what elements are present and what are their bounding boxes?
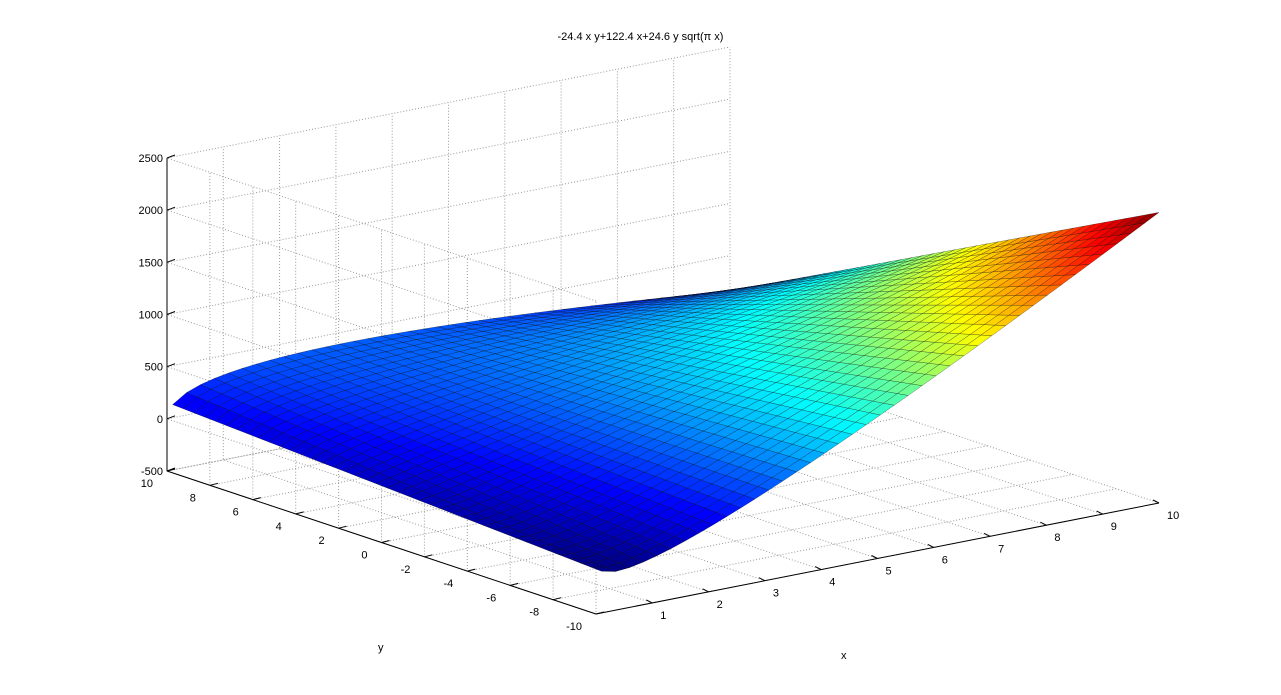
x-tick	[814, 566, 822, 571]
y-tick	[467, 568, 476, 572]
y-tick	[552, 597, 562, 601]
z-tick-label: -500	[141, 466, 163, 478]
x-tick-label: 5	[886, 566, 892, 578]
y-tick-label: 10	[141, 478, 153, 490]
z-tick-label: 2000	[139, 205, 163, 217]
x-tick-label: 7	[998, 543, 1004, 555]
y-tick-label: 4	[276, 521, 282, 533]
x-grid-line	[673, 58, 1103, 515]
x-grid-line	[616, 69, 1047, 526]
x-tick-label: 10	[1167, 510, 1179, 522]
z-tick-label: 500	[145, 362, 163, 374]
z-tick-label: 1000	[139, 310, 163, 322]
z-tick-label: 1500	[139, 257, 163, 269]
x-tick-label: 8	[1054, 532, 1060, 544]
y-tick-label: -6	[486, 592, 496, 604]
x-tick-label: 9	[1111, 521, 1117, 533]
surface	[172, 212, 1160, 572]
z-tick	[166, 415, 176, 420]
z-grid-line	[165, 98, 731, 354]
y-axis-label: y	[378, 642, 384, 654]
y-tick-label: 8	[190, 492, 196, 504]
x-tick-label: 1	[660, 610, 666, 622]
y-tick	[166, 468, 176, 472]
y-tick-label: 2	[318, 535, 324, 547]
x-tick	[1096, 510, 1103, 515]
z-tick-label: 0	[157, 414, 163, 426]
y-tick	[595, 611, 605, 615]
z-tick	[166, 363, 176, 368]
y-tick-label: 0	[361, 550, 367, 562]
x-tick-label: 4	[829, 577, 835, 589]
x-grid-line	[504, 91, 934, 548]
x-tick-label: 3	[773, 588, 779, 600]
x-tick	[983, 532, 991, 537]
x-tick	[702, 588, 709, 593]
surface-patch	[1134, 212, 1160, 225]
z-grid-line	[165, 46, 731, 302]
x-grid-line	[222, 146, 653, 604]
x-tick	[1040, 521, 1047, 526]
x-tick	[1152, 499, 1160, 504]
y-tick	[252, 497, 261, 501]
x-tick	[927, 543, 935, 548]
y-tick-label: -8	[529, 607, 539, 619]
z-tick	[166, 206, 176, 211]
x-tick	[646, 599, 653, 604]
tick-labels: -500 0 500 1000 1500 2000 2500 -10 -8 -6 -4 -2 0 2 4 6 8…	[139, 153, 1180, 633]
z-tick	[166, 311, 176, 315]
y-tick	[424, 554, 433, 558]
y-tick-label: 6	[233, 507, 239, 519]
y-tick	[510, 582, 519, 586]
y-tick	[338, 525, 347, 529]
y-tick-label: -2	[401, 564, 411, 576]
z-tick	[166, 154, 176, 159]
z-tick-label: 2500	[139, 153, 163, 165]
x-axis-label: x	[841, 650, 847, 662]
x-tick	[758, 577, 766, 582]
chart-title: -24.4 x y+122.4 x+24.6 y sqrt(π x)	[557, 31, 724, 43]
y-tick	[209, 482, 219, 486]
x-tick-label: 6	[942, 554, 948, 566]
y-tick	[295, 511, 304, 515]
x-tick-label: 2	[717, 599, 723, 611]
z-tick	[166, 258, 176, 263]
x-grid-line	[729, 47, 1160, 504]
x-grid-line	[560, 80, 991, 537]
x-tick	[871, 555, 878, 559]
y-tick-label: -4	[444, 578, 454, 590]
y-tick-label: -10	[566, 621, 582, 633]
y-tick	[381, 540, 390, 543]
